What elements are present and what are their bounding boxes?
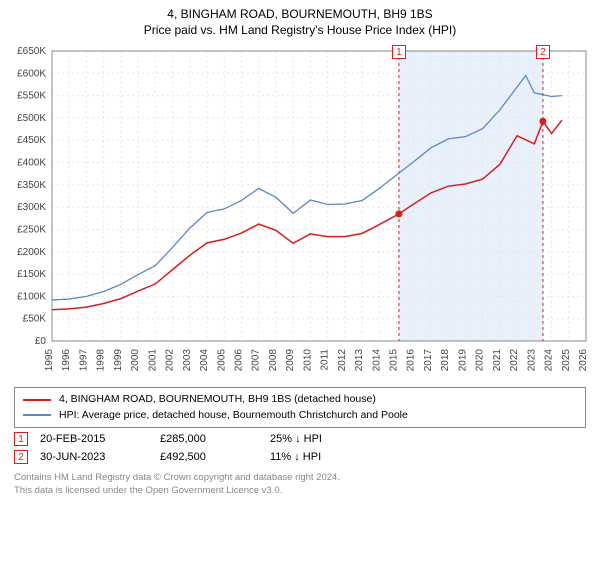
chart-sale-marker: 2 — [536, 45, 550, 59]
chart-subtitle: Price paid vs. HM Land Registry's House … — [0, 23, 600, 37]
svg-text:1995: 1995 — [44, 348, 55, 371]
svg-text:2004: 2004 — [199, 348, 210, 371]
svg-text:2001: 2001 — [147, 348, 158, 371]
svg-text:£350K: £350K — [17, 180, 46, 191]
svg-text:£150K: £150K — [17, 269, 46, 280]
svg-text:£200K: £200K — [17, 247, 46, 258]
sale-marker-icon: 1 — [14, 432, 28, 446]
svg-text:2019: 2019 — [457, 348, 468, 371]
svg-text:1996: 1996 — [61, 348, 72, 371]
footnote: Contains HM Land Registry data © Crown c… — [14, 472, 586, 497]
legend: 4, BINGHAM ROAD, BOURNEMOUTH, BH9 1BS (d… — [14, 387, 586, 429]
svg-text:1998: 1998 — [96, 348, 107, 371]
svg-text:2013: 2013 — [354, 348, 365, 371]
svg-text:£50K: £50K — [23, 313, 47, 324]
svg-text:1999: 1999 — [113, 348, 124, 371]
chart-area: £0 £50K £100K £150K £200K £250K £300K £350K £400… — [0, 41, 600, 381]
svg-text:£600K: £600K — [17, 68, 46, 79]
svg-text:2012: 2012 — [337, 348, 348, 371]
svg-text:2021: 2021 — [492, 348, 503, 371]
svg-text:1997: 1997 — [78, 348, 89, 371]
svg-text:2006: 2006 — [233, 348, 244, 371]
svg-text:£300K: £300K — [17, 202, 46, 213]
footnote-line: Contains HM Land Registry data © Crown c… — [14, 472, 340, 483]
chart-title: 4, BINGHAM ROAD, BOURNEMOUTH, BH9 1BS — [0, 6, 600, 23]
sale-price: £492,500 — [160, 451, 270, 463]
svg-text:2014: 2014 — [371, 348, 382, 371]
svg-text:2016: 2016 — [406, 348, 417, 371]
svg-text:2005: 2005 — [216, 348, 227, 371]
svg-text:2015: 2015 — [389, 348, 400, 371]
svg-text:2011: 2011 — [320, 348, 331, 370]
svg-text:2010: 2010 — [302, 348, 313, 371]
svg-text:2009: 2009 — [285, 348, 296, 371]
svg-text:2026: 2026 — [578, 348, 589, 371]
sale-row: 2 30-JUN-2023 £492,500 11% ↓ HPI — [14, 450, 586, 464]
svg-text:2022: 2022 — [509, 348, 520, 371]
svg-text:2023: 2023 — [526, 348, 537, 371]
svg-text:£0: £0 — [35, 336, 47, 347]
svg-text:£450K: £450K — [17, 135, 46, 146]
svg-text:2025: 2025 — [561, 348, 572, 371]
legend-item: 4, BINGHAM ROAD, BOURNEMOUTH, BH9 1BS (d… — [23, 392, 577, 408]
legend-label: 4, BINGHAM ROAD, BOURNEMOUTH, BH9 1BS (d… — [59, 392, 376, 408]
svg-text:2020: 2020 — [475, 348, 486, 371]
svg-text:2017: 2017 — [423, 348, 434, 371]
svg-text:£650K: £650K — [17, 46, 46, 57]
sale-marker-icon: 2 — [14, 450, 28, 464]
svg-text:£100K: £100K — [17, 291, 46, 302]
svg-text:£500K: £500K — [17, 113, 46, 124]
sale-price: £285,000 — [160, 433, 270, 445]
svg-text:2003: 2003 — [182, 348, 193, 371]
svg-text:£250K: £250K — [17, 224, 46, 235]
svg-text:2007: 2007 — [251, 348, 262, 371]
footnote-line: This data is licensed under the Open Gov… — [14, 485, 282, 496]
legend-label: HPI: Average price, detached house, Bour… — [59, 408, 408, 424]
sale-diff: 11% ↓ HPI — [270, 451, 370, 463]
legend-item: HPI: Average price, detached house, Bour… — [23, 408, 577, 424]
svg-text:2002: 2002 — [165, 348, 176, 371]
sale-row: 1 20-FEB-2015 £285,000 25% ↓ HPI — [14, 432, 586, 446]
sale-date: 20-FEB-2015 — [40, 433, 160, 445]
svg-text:2018: 2018 — [440, 348, 451, 371]
line-chart: £0 £50K £100K £150K £200K £250K £300K £350K £400… — [0, 41, 600, 381]
chart-container: 4, BINGHAM ROAD, BOURNEMOUTH, BH9 1BS Pr… — [0, 6, 600, 566]
legend-swatch — [23, 399, 51, 401]
svg-text:£400K: £400K — [17, 157, 46, 168]
sale-diff: 25% ↓ HPI — [270, 433, 370, 445]
svg-text:£550K: £550K — [17, 90, 46, 101]
svg-text:2000: 2000 — [130, 348, 141, 371]
sale-date: 30-JUN-2023 — [40, 451, 160, 463]
svg-text:2024: 2024 — [544, 348, 555, 371]
svg-text:2008: 2008 — [268, 348, 279, 371]
chart-sale-marker: 1 — [392, 45, 406, 59]
legend-swatch — [23, 414, 51, 416]
